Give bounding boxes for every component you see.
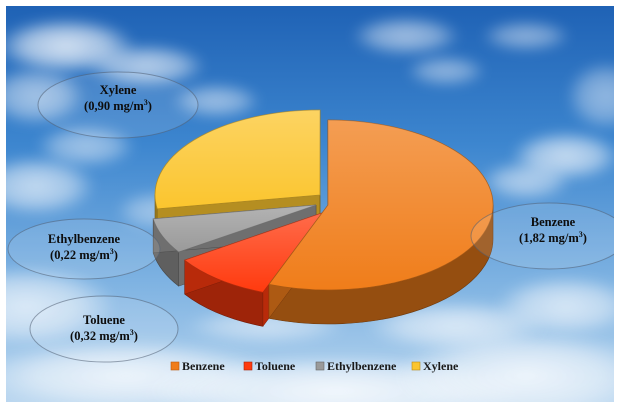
label-xylene-value: (0,90 mg/m3) xyxy=(84,98,152,113)
legend: Benzene Toluene Ethylbenzene Xylene xyxy=(170,359,459,373)
legend-swatch-xylene xyxy=(411,361,421,371)
cloud-puff-19 xyxy=(36,124,136,168)
bubble-ethylbenzene xyxy=(7,218,161,280)
cloud-puff-5 xyxy=(406,55,486,87)
cloud-puff-17 xyxy=(566,61,614,131)
label-bubbles xyxy=(7,71,614,363)
label-ethylbenzene-close: ) xyxy=(114,248,118,262)
legend-label-benzene: Benzene xyxy=(182,359,225,373)
cloud-puff-2 xyxy=(6,66,86,126)
label-benzene-value-main: (1,82 mg/m xyxy=(519,231,579,245)
slice-shine-benzene xyxy=(268,120,494,290)
legend-label-ethylbenzene: Ethylbenzene xyxy=(327,359,397,373)
label-xylene-sup: 3 xyxy=(144,98,148,107)
label-benzene-value: (1,82 mg/m3) xyxy=(519,230,587,245)
slice-shine-ethylbenzene xyxy=(153,205,316,253)
cloud-puff-3 xyxy=(171,83,261,119)
cloud-puff-8 xyxy=(481,161,571,201)
label-ethylbenzene-name: Ethylbenzene xyxy=(48,232,121,246)
label-toluene-value-main: (0,32 mg/m xyxy=(70,329,130,343)
label-xylene-close: ) xyxy=(148,99,152,113)
label-ethylbenzene-value-main: (0,22 mg/m xyxy=(50,248,110,262)
cloud-puff-9 xyxy=(6,156,96,216)
label-xylene-name: Xylene xyxy=(100,83,137,97)
label-toluene-value: (0,32 mg/m3) xyxy=(70,328,138,343)
data-labels: Xylene (0,90 mg/m3) Ethylbenzene (0,22 m… xyxy=(48,83,587,343)
label-ethylbenzene-value: (0,22 mg/m3) xyxy=(50,247,118,262)
label-benzene-close: ) xyxy=(583,231,587,245)
pie-body xyxy=(152,109,494,328)
legend-swatch-toluene xyxy=(243,361,253,371)
slice-shine-xylene xyxy=(154,109,320,209)
label-toluene-name: Toluene xyxy=(83,313,125,327)
bubble-benzene xyxy=(470,202,614,270)
label-benzene-name: Benzene xyxy=(531,215,576,229)
label-xylene-value-main: (0,90 mg/m xyxy=(84,99,144,113)
cloud-puff-1 xyxy=(86,44,206,88)
label-benzene-sup: 3 xyxy=(579,230,583,239)
cloud-puff-10 xyxy=(6,266,116,346)
cloud-puff-6 xyxy=(481,20,571,52)
legend-swatch-benzene xyxy=(170,361,180,371)
label-toluene-close: ) xyxy=(134,329,138,343)
bubble-toluene xyxy=(29,295,179,363)
label-toluene-sup: 3 xyxy=(130,328,134,337)
legend-label-xylene: Xylene xyxy=(423,359,459,373)
label-ethylbenzene-sup: 3 xyxy=(110,247,114,256)
bubble-xylene xyxy=(37,71,199,139)
chart-frame: Xylene (0,90 mg/m3) Ethylbenzene (0,22 m… xyxy=(6,6,614,402)
cloud-puff-15 xyxy=(496,276,614,336)
legend-label-toluene: Toluene xyxy=(255,359,296,373)
cloud-puff-4 xyxy=(351,16,461,56)
slice-shine-toluene xyxy=(184,213,322,293)
clouds xyxy=(6,16,614,402)
legend-swatch-ethylbenzene xyxy=(315,361,325,371)
pie-chart: Xylene (0,90 mg/m3) Ethylbenzene (0,22 m… xyxy=(6,6,614,402)
